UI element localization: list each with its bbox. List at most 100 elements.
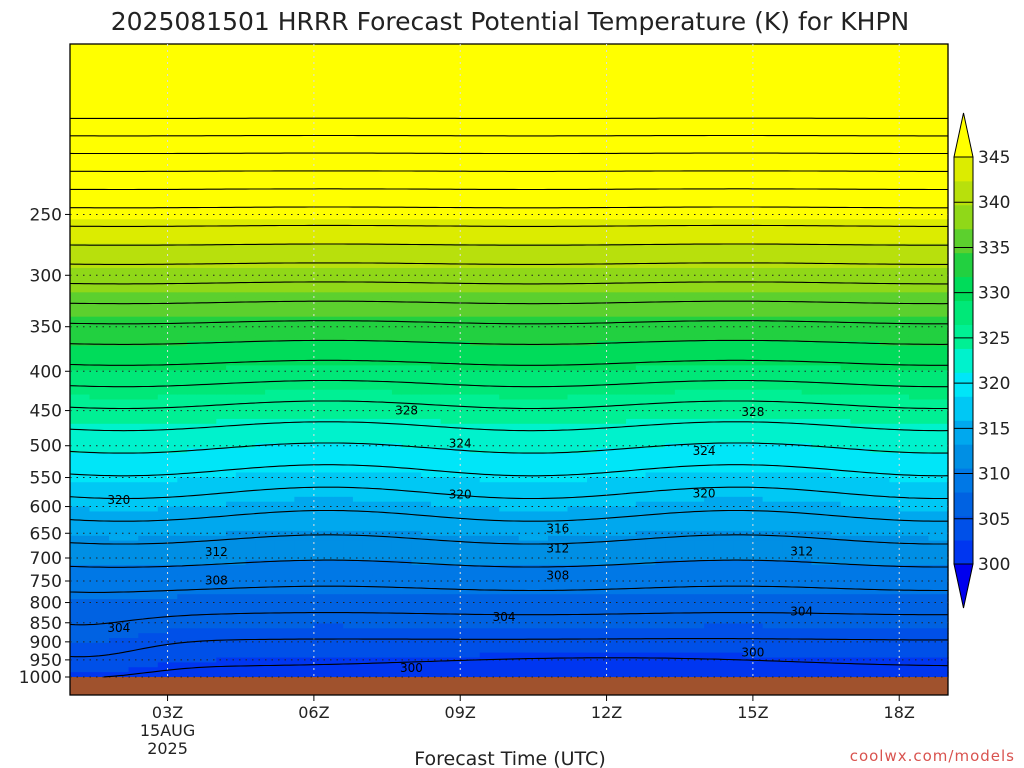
heatmap-cell <box>216 496 227 503</box>
heatmap-cell <box>216 628 227 634</box>
heatmap-cell <box>235 657 247 663</box>
heatmap-cell <box>430 565 442 571</box>
heatmap-cell <box>304 438 315 444</box>
heatmap-cell <box>70 321 81 328</box>
heatmap-cell <box>304 170 315 177</box>
heatmap-cell <box>89 160 100 167</box>
heatmap-cell <box>196 379 208 386</box>
heatmap-cell <box>284 448 295 454</box>
heatmap-cell <box>109 87 120 94</box>
heatmap-cell <box>167 638 178 644</box>
heatmap-cell <box>382 272 393 279</box>
heatmap-cell <box>255 453 266 459</box>
heatmap-cell <box>138 82 149 89</box>
heatmap-cell <box>372 253 383 259</box>
heatmap-cell <box>206 501 217 508</box>
heatmap-cell <box>245 574 256 581</box>
heatmap-cell <box>255 243 266 250</box>
heatmap-cell <box>99 574 110 581</box>
heatmap-cell <box>167 516 178 522</box>
heatmap-cell <box>313 243 325 250</box>
heatmap-cell <box>391 652 403 659</box>
heatmap-cell <box>148 160 159 167</box>
heatmap-cell <box>167 44 178 50</box>
heatmap-cell <box>226 78 237 84</box>
heatmap-cell <box>206 530 217 537</box>
heatmap-cell <box>323 282 334 289</box>
heatmap-cell <box>411 297 422 303</box>
heatmap-cell <box>226 530 237 537</box>
heatmap-cell <box>294 389 305 396</box>
heatmap-cell <box>226 165 237 172</box>
heatmap-cell <box>343 379 354 386</box>
heatmap-cell <box>196 414 208 420</box>
heatmap-cell <box>128 238 139 245</box>
heatmap-cell <box>274 282 286 289</box>
heatmap-cell <box>226 258 237 264</box>
heatmap-cell <box>333 530 344 537</box>
heatmap-cell <box>352 569 364 576</box>
heatmap-cell <box>362 414 374 420</box>
heatmap-cell <box>79 73 91 79</box>
heatmap-cell <box>89 78 100 84</box>
heatmap-cell <box>128 638 139 644</box>
heatmap-cell <box>343 112 354 118</box>
heatmap-cell <box>343 599 354 605</box>
heatmap-cell <box>323 229 334 235</box>
heatmap-cell <box>216 414 227 420</box>
heatmap-cell <box>109 569 120 576</box>
heatmap-cell <box>226 272 237 279</box>
heatmap-cell <box>421 180 432 186</box>
heatmap-cell <box>362 87 374 94</box>
heatmap-cell <box>128 672 139 678</box>
heatmap-cell <box>323 530 334 537</box>
heatmap-cell <box>391 277 403 284</box>
heatmap-cell <box>235 360 247 366</box>
heatmap-cell <box>89 97 100 104</box>
heatmap-cell <box>352 316 364 323</box>
heatmap-cell <box>304 501 315 508</box>
heatmap-cell <box>430 384 442 391</box>
heatmap-cell <box>313 579 325 586</box>
heatmap-cell <box>89 267 100 274</box>
heatmap-cell <box>187 394 198 401</box>
heatmap-cell <box>323 107 334 113</box>
heatmap-cell <box>187 175 198 181</box>
heatmap-cell <box>206 579 217 586</box>
heatmap-cell <box>226 642 237 649</box>
heatmap-cell <box>187 360 198 366</box>
heatmap-cell <box>79 394 91 401</box>
heatmap-cell <box>235 112 247 118</box>
heatmap-cell <box>235 331 247 337</box>
heatmap-cell <box>245 657 256 663</box>
heatmap-cell <box>284 472 295 478</box>
heatmap-cell <box>265 379 276 386</box>
heatmap-cell <box>265 53 276 60</box>
heatmap-cell <box>226 102 237 108</box>
heatmap-cell <box>352 219 364 225</box>
heatmap-cell <box>206 214 217 220</box>
heatmap-cell <box>206 462 217 469</box>
heatmap-cell <box>79 292 91 298</box>
heatmap-cell <box>274 365 286 371</box>
heatmap-cell <box>372 633 383 639</box>
heatmap-cell <box>138 253 149 259</box>
heatmap-cell <box>177 199 188 206</box>
heatmap-cell <box>255 409 266 415</box>
heatmap-cell <box>401 336 413 342</box>
heatmap-cell <box>167 560 178 566</box>
heatmap-cell <box>343 394 354 401</box>
heatmap-cell <box>372 229 383 235</box>
heatmap-cell <box>157 82 169 89</box>
heatmap-cell <box>187 321 198 328</box>
heatmap-cell <box>128 569 139 576</box>
heatmap-cell <box>304 44 315 50</box>
heatmap-cell <box>255 336 266 342</box>
heatmap-cell <box>294 526 305 532</box>
heatmap-cell <box>118 302 130 308</box>
heatmap-cell <box>304 365 315 371</box>
heatmap-cell <box>177 667 188 673</box>
heatmap-cell <box>177 131 188 138</box>
heatmap-cell <box>89 199 100 206</box>
heatmap-cell <box>333 219 344 225</box>
